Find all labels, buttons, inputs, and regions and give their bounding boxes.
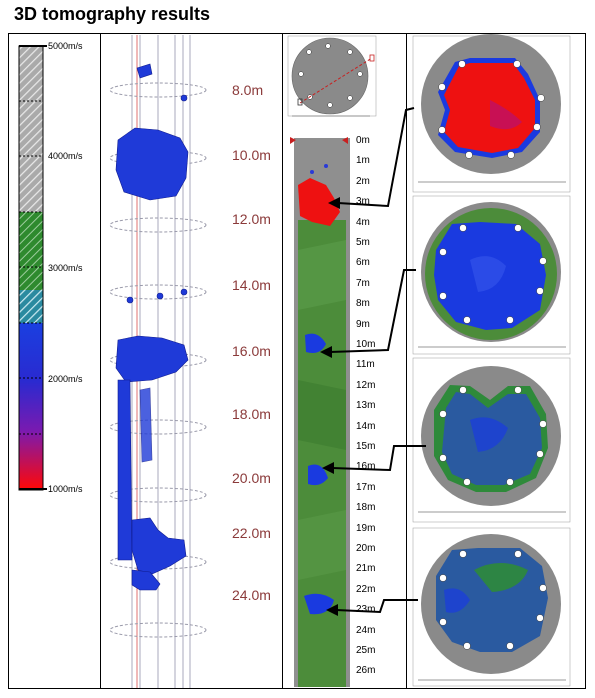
connector-arrow-16m bbox=[331, 445, 426, 472]
panel-divider bbox=[100, 33, 101, 689]
depth-label: 23m bbox=[356, 604, 376, 616]
connector-arrow-3m bbox=[337, 107, 415, 208]
scale-label: 4000m/s bbox=[48, 151, 83, 161]
depth-label: 20m bbox=[356, 543, 376, 554]
cross-section-10m bbox=[412, 195, 571, 355]
elevation-label: 20.0m bbox=[232, 470, 271, 486]
cross-section-3m bbox=[412, 34, 571, 193]
depth-label: 18m bbox=[356, 502, 376, 514]
scale-label: 1000m/s bbox=[48, 484, 83, 494]
cross-section-16m bbox=[412, 357, 571, 523]
depth-label: 13m bbox=[356, 400, 376, 412]
depth-label: 17m bbox=[356, 481, 376, 493]
scale-label: 3000m/s bbox=[48, 263, 83, 273]
depth-label: 16m bbox=[356, 461, 376, 473]
elevation-label: 24.0m bbox=[232, 587, 271, 603]
elevation-label: 12.0m bbox=[232, 211, 271, 227]
depth-label: 11m bbox=[356, 359, 375, 371]
elevation-label: 14.0m bbox=[232, 277, 271, 293]
depth-label: 14m bbox=[356, 420, 376, 432]
connector-arrow-10m bbox=[329, 269, 416, 353]
scale-band-mid-low bbox=[19, 290, 43, 324]
depth-label: 10m bbox=[356, 339, 376, 350]
scale-band-low bbox=[19, 323, 43, 489]
connector-arrow-23m bbox=[335, 599, 418, 614]
depth-label: 7m bbox=[356, 277, 370, 289]
depth-label: 6m bbox=[356, 257, 370, 269]
elevation-label: 18.0m bbox=[232, 406, 271, 422]
depth-label: 21m bbox=[356, 563, 376, 575]
panel-divider bbox=[406, 33, 407, 689]
plan-view-inset bbox=[287, 35, 377, 117]
depth-label: 24m bbox=[356, 624, 376, 636]
scale-label: 5000m/s bbox=[48, 41, 83, 51]
elevation-label: 10.0m bbox=[232, 147, 271, 163]
elevation-label: 8.0m bbox=[232, 82, 264, 98]
depth-label: 25m bbox=[356, 645, 376, 656]
connector-arrows bbox=[329, 107, 426, 614]
depth-label: 4m bbox=[356, 216, 370, 228]
cross-section-23m bbox=[412, 527, 571, 687]
depth-label: 12m bbox=[356, 379, 376, 391]
longitudinal-section bbox=[290, 137, 350, 687]
arrowheads bbox=[320, 197, 340, 616]
depth-label: 22m bbox=[356, 583, 376, 595]
depth-label: 15m bbox=[356, 441, 376, 452]
scale-label: 2000m/s bbox=[48, 374, 83, 384]
page-title: 3D tomography results bbox=[14, 4, 211, 24]
depth-label: 9m bbox=[356, 318, 370, 330]
depth-label: 8m bbox=[356, 298, 370, 310]
depth-label: 3m bbox=[356, 196, 370, 208]
depth-label: 1m bbox=[356, 155, 370, 167]
depth-label: 19m bbox=[356, 522, 376, 534]
depth-label: 2m bbox=[356, 175, 370, 187]
figure-frame bbox=[8, 33, 586, 689]
depth-label: 0m bbox=[356, 135, 370, 146]
panel-divider bbox=[282, 33, 283, 689]
elevation-label: 16.0m bbox=[232, 343, 271, 359]
elevation-label: 22.0m bbox=[232, 525, 271, 541]
scale-band-mid bbox=[19, 212, 43, 294]
depth-label: 5m bbox=[356, 237, 370, 248]
depth-label: 26m bbox=[356, 665, 376, 677]
